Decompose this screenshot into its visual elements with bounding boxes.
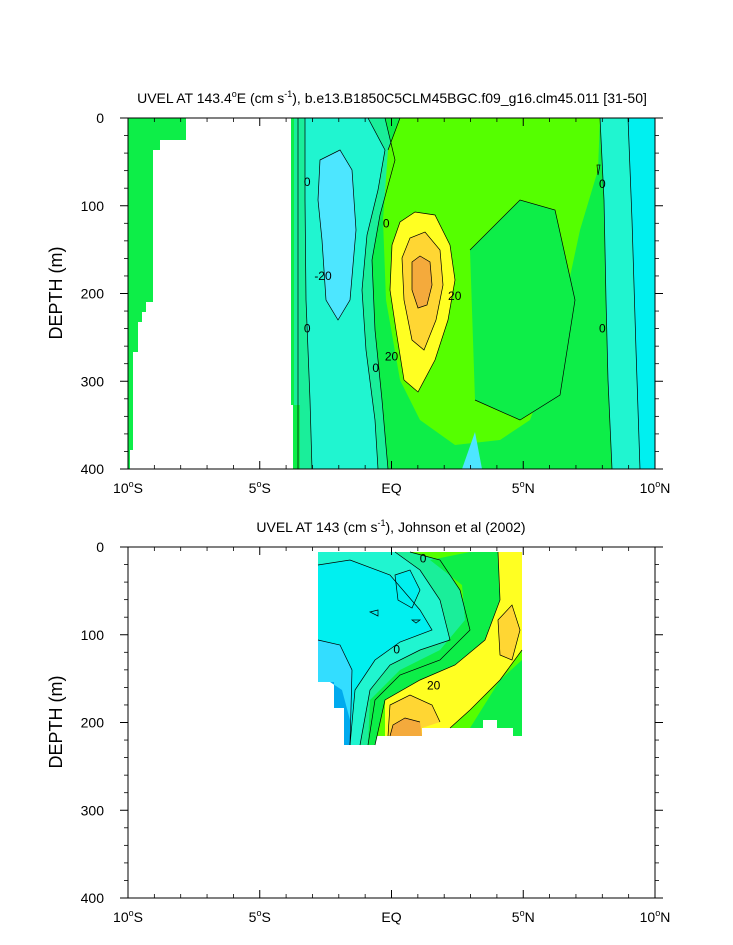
bottom-contour-lines [317, 551, 523, 746]
top-contour-labels: 0 0 -20 0 0 20 20 0 0 [304, 175, 606, 375]
bottom-x-tick-label: 5oS [249, 908, 271, 925]
top-panel: UVEL AT 143.4oE (cm s-1), b.e13.B1850C5C… [46, 89, 670, 496]
top-x-tick-label: 10oS [113, 479, 143, 496]
fill-cyan-notch [462, 432, 482, 469]
top-contour-label: 0 [304, 175, 311, 189]
bottom-x-tick-label: 10oS [113, 908, 143, 925]
fill-orange-core [412, 256, 432, 308]
bottom-contour-label: 20 [427, 679, 441, 693]
fill-green-bottom-right [470, 660, 522, 736]
fill-blue-west [330, 682, 350, 745]
top-contour-label: -20 [314, 269, 332, 283]
top-contour-fill [128, 118, 655, 469]
top-y-tick-label: 200 [81, 286, 105, 302]
top-x-tick-label: 5oN [512, 479, 535, 496]
top-contour-label: 0 [304, 322, 311, 336]
fill-lightblue-core [318, 150, 356, 320]
bottom-contour-fill [318, 552, 522, 745]
bottom-y-tick-label: 0 [96, 539, 104, 555]
bottom-contour-labels: 0 0 20 [393, 551, 440, 692]
top-contour-label: 0 [383, 216, 390, 230]
top-y-tick-label: 0 [96, 110, 104, 126]
top-contour-label: 0 [599, 322, 606, 336]
bottom-panel: UVEL AT 143 (cm s-1), Johnson et al (200… [46, 518, 670, 925]
top-contour-label: 20 [448, 289, 462, 303]
bottom-x-tick-label: 5oN [512, 908, 535, 925]
top-contour-lines [297, 117, 641, 470]
top-x-tick-label: 5oS [249, 479, 271, 496]
top-panel-title: UVEL AT 143.4oE (cm s-1), b.e13.B1850C5C… [137, 89, 647, 106]
top-contour-label: 0 [599, 177, 606, 191]
land-mask-top [131, 118, 293, 469]
bottom-x-tick-label: 10oN [640, 908, 671, 925]
bottom-x-tick-label: EQ [381, 909, 401, 925]
top-x-tick-label: EQ [381, 480, 401, 496]
fill-orange-lower [390, 718, 422, 736]
bottom-y-tick-label: 100 [81, 627, 105, 643]
top-contour-label: 0 [372, 361, 379, 375]
bottom-ylabel: DEPTH (m) [46, 676, 66, 769]
fill-cyan-blob [395, 570, 420, 608]
fill-gold-upper [498, 605, 520, 660]
bottom-y-tick-label: 400 [81, 890, 105, 906]
top-contour-label: 20 [385, 350, 399, 364]
top-y-tick-label: 100 [81, 198, 105, 214]
top-y-tick-label: 400 [81, 461, 105, 477]
fill-yellow [385, 552, 522, 736]
top-y-tick-label: 300 [81, 373, 105, 389]
bottom-panel-title: UVEL AT 143 (cm s-1), Johnson et al (200… [256, 518, 525, 535]
bottom-contour-label: 0 [393, 643, 400, 657]
fill-cyan-east [628, 118, 655, 469]
fill-green-strip [128, 118, 186, 469]
fill-green-band [368, 552, 500, 745]
top-ylabel: DEPTH (m) [46, 247, 66, 340]
fill-green-pocket [470, 200, 575, 420]
top-x-tick-label: 10oN [640, 479, 671, 496]
bottom-contour-label: 0 [420, 551, 427, 565]
bottom-y-tick-label: 300 [81, 802, 105, 818]
bottom-y-tick-label: 200 [81, 715, 105, 731]
